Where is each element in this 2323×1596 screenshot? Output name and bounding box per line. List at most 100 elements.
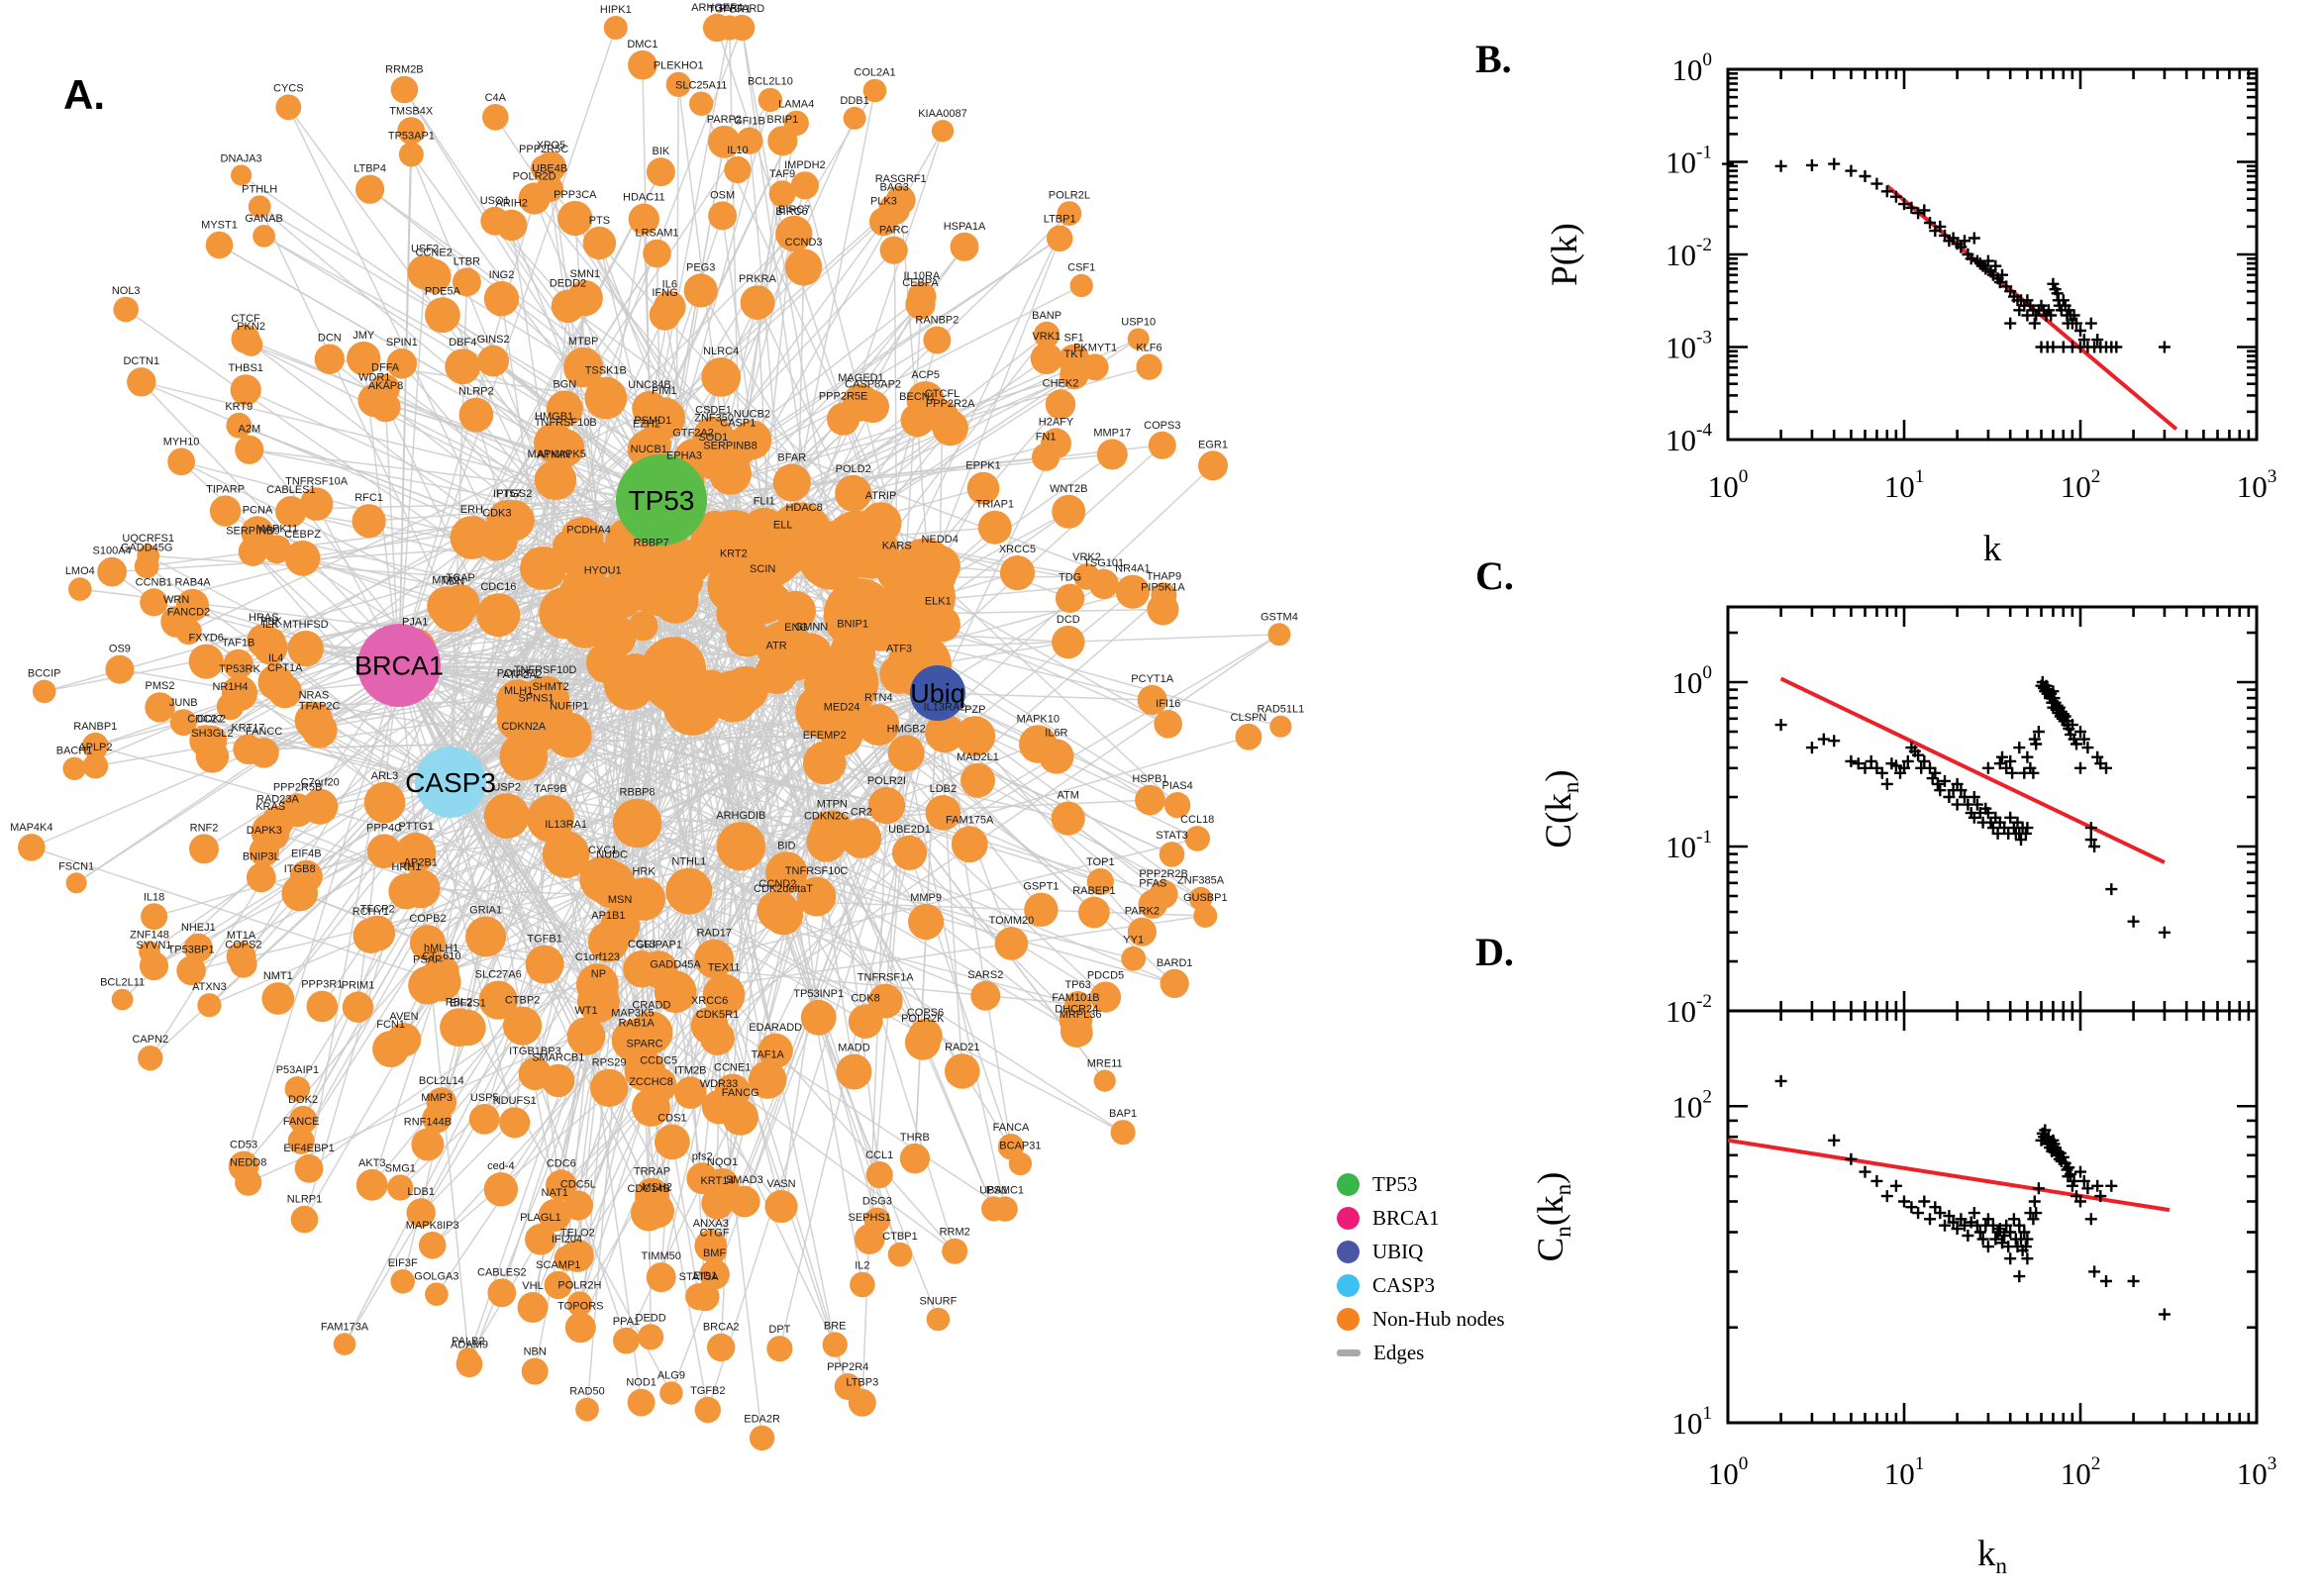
node-label: TEX11 [708,962,741,974]
node-label: DHCR24 [1055,1004,1098,1016]
node-label: CSF1 [1067,262,1095,274]
network-node [458,397,494,433]
node-label: ARIH2 [495,198,527,210]
network-node [223,648,253,680]
node-label: ARHGDIB [716,810,765,822]
network-node [486,499,528,542]
network-node [457,1347,479,1369]
node-label: MAPKAPK5 [528,449,586,460]
network-node [386,349,418,379]
node-label: SPIN1 [386,337,418,349]
network-node [465,916,507,957]
network-node [646,1262,676,1293]
node-label: SLC27A6 [475,969,522,981]
node-label: UBE2D1 [888,824,931,836]
network-node [748,1060,787,1099]
node-label: TNFRSF1A [858,972,915,984]
network-node [398,142,424,167]
network-node [498,681,547,730]
node-label: EIF2S1 [450,998,486,1010]
node-label: DCD [1057,614,1080,626]
network-node [643,239,671,268]
network-node [477,345,509,377]
network-node [738,575,787,625]
node-label: RPS29 [592,1057,627,1069]
node-label: BMF [703,1247,727,1259]
network-node [127,367,156,397]
node-label: SARS2 [967,969,1003,981]
node-label: NUCB2 [734,408,770,420]
legend-label: UBIQ [1372,1240,1424,1263]
node-label: USO1 [480,195,510,207]
node-label: PJA1 [402,617,428,629]
node-label: ATMIN [538,449,570,461]
node-label: PPP3R1 [301,979,343,991]
network-node [216,692,245,721]
network-node [411,1128,445,1161]
node-label: FN1 [1036,432,1057,444]
node-label: TNFRSF10A [285,475,349,487]
network-node [1163,792,1191,819]
network-node [776,215,813,252]
network-node [476,593,521,638]
node-label: DNAJA3 [221,152,262,164]
network-node [994,927,1029,960]
node-label: IL4 [268,652,283,664]
node-label: EIF4EBP1 [283,1143,334,1154]
y-axis-title: Cn(kn) [1531,1172,1575,1262]
node-label: GRIPAP1 [636,939,682,950]
legend-label: Non-Hub nodes [1372,1307,1505,1331]
network-node [387,1174,414,1201]
node-label: PPP4C [366,823,402,835]
node-swatch-icon [1337,1241,1360,1263]
node-label: THRB [900,1132,930,1144]
node-label: TGFB2 [690,1385,725,1397]
network-node [294,1153,324,1183]
node-label: UBA1 [979,1184,1008,1196]
network-node [251,812,290,851]
node-label: MRE11 [1087,1058,1123,1070]
network-node [708,125,741,158]
node-label: EIF4B [291,848,322,860]
network-node [195,740,230,773]
network-node [758,1033,793,1069]
network-node [407,254,443,290]
node-label: TELO2 [560,1228,595,1240]
tick-label: 101 [1671,1403,1712,1441]
node-label: MMP17 [1093,428,1131,440]
node-label: NRAS [299,690,330,702]
node-label: TAF1A [751,1048,784,1060]
network-node [803,741,847,785]
network-node [1127,917,1157,947]
network-node [252,225,275,248]
node-label: DSG3 [862,1196,892,1208]
network-node [1067,1021,1093,1047]
network-node [732,420,772,460]
node-label: BECN1 [899,391,936,403]
network-node [624,1049,665,1092]
chart-clustering-coefficient: 100 10-1 10-2 C(kn) [1539,605,2259,1029]
node-label: HDAC8 [785,502,822,514]
node-label: MYST1 [201,220,238,232]
network-node [32,679,56,704]
panel-label-a: A. [63,71,105,118]
node-label: HMGB2 [887,723,926,735]
network-node [563,347,604,388]
node-label: RFC1 [354,492,383,504]
node-label: PIM1 [652,385,677,397]
node-label: SMG1 [385,1162,416,1174]
network-node [796,876,837,917]
node-label: C1orf123 [575,951,620,963]
network-node [487,1278,517,1308]
network-node [628,203,659,235]
network-node [1041,428,1071,459]
node-label: HYOU1 [584,565,622,577]
network-node [685,1283,713,1311]
node-label: DFFA [371,362,400,374]
network-node [966,471,1000,505]
node-label: MT1A [227,930,256,942]
network-node [729,1185,760,1218]
node-label: ZCCHC8 [629,1076,673,1088]
network-node [992,1196,1018,1222]
node-label: KARS [882,540,912,551]
